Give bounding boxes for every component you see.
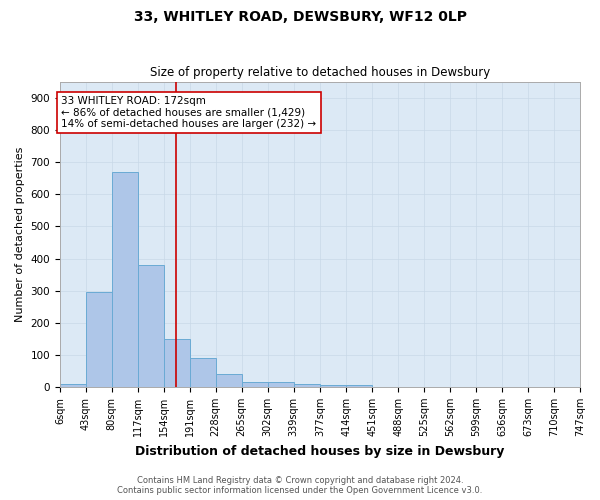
- Bar: [216, 374, 242, 387]
- Y-axis label: Number of detached properties: Number of detached properties: [15, 147, 25, 322]
- X-axis label: Distribution of detached houses by size in Dewsbury: Distribution of detached houses by size …: [135, 444, 505, 458]
- Bar: [86, 292, 112, 387]
- Bar: [164, 339, 190, 387]
- Text: 33, WHITLEY ROAD, DEWSBURY, WF12 0LP: 33, WHITLEY ROAD, DEWSBURY, WF12 0LP: [133, 10, 467, 24]
- Text: 33 WHITLEY ROAD: 172sqm
← 86% of detached houses are smaller (1,429)
14% of semi: 33 WHITLEY ROAD: 172sqm ← 86% of detache…: [61, 96, 316, 129]
- Bar: [60, 384, 86, 387]
- Bar: [268, 382, 293, 387]
- Bar: [320, 386, 346, 387]
- Bar: [190, 358, 216, 387]
- Bar: [138, 265, 164, 387]
- Bar: [293, 384, 320, 387]
- Title: Size of property relative to detached houses in Dewsbury: Size of property relative to detached ho…: [150, 66, 490, 80]
- Bar: [112, 172, 138, 387]
- Bar: [242, 382, 268, 387]
- Text: Contains HM Land Registry data © Crown copyright and database right 2024.
Contai: Contains HM Land Registry data © Crown c…: [118, 476, 482, 495]
- Bar: [346, 386, 372, 387]
